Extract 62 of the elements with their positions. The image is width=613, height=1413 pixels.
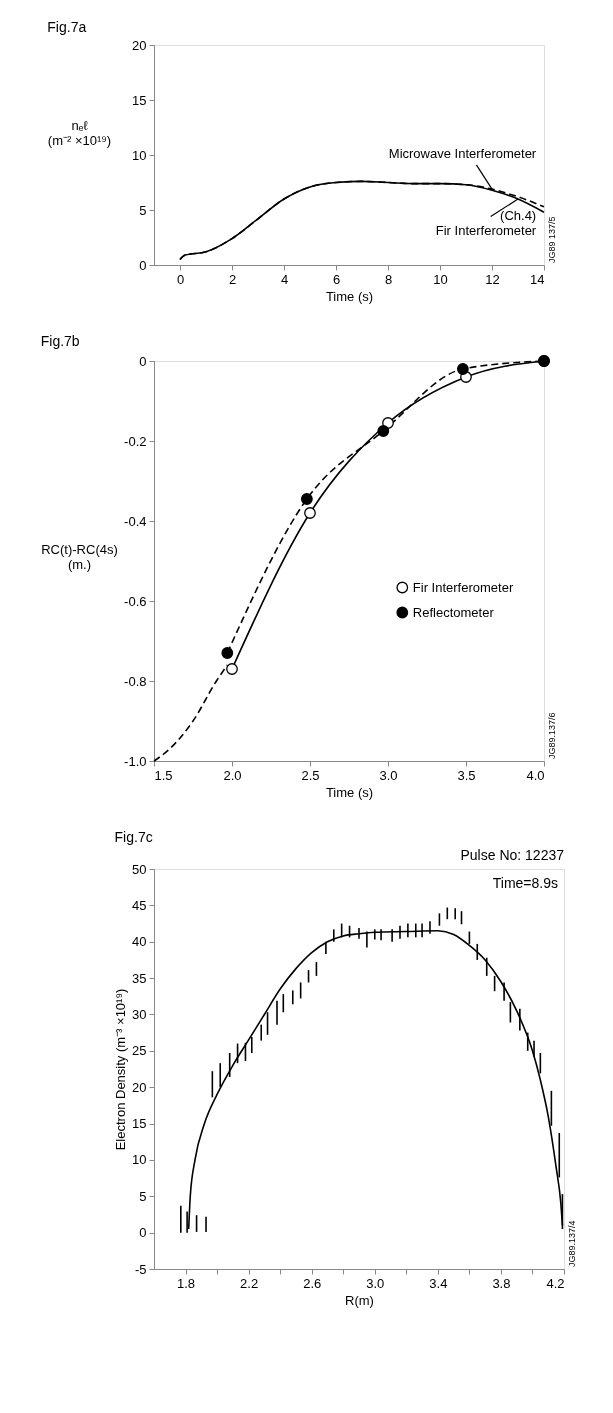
y-tick-label: 5 bbox=[139, 1188, 147, 1204]
y-tick-label: 40 bbox=[132, 934, 147, 950]
y-tick-label: -0.6 bbox=[124, 593, 147, 609]
annotation: Time=8.9s bbox=[492, 875, 558, 891]
y-axis-title: Electron Density (m⁻³ ×10¹⁹) bbox=[113, 988, 129, 1151]
x-axis-title: Time (s) bbox=[325, 288, 374, 304]
x-tick-label: 2 bbox=[228, 271, 237, 287]
y-tick-label: 0 bbox=[139, 353, 147, 369]
x-tick-label: 4.2 bbox=[546, 1275, 565, 1291]
y-tick-label: -5 bbox=[134, 1261, 147, 1277]
y-tick-label: 15 bbox=[132, 1116, 147, 1132]
y-tick-label: 10 bbox=[132, 1152, 147, 1168]
y-tick-label: 20 bbox=[132, 37, 147, 53]
chart-title: Fig.7a bbox=[47, 19, 87, 35]
y-tick-label: -1.0 bbox=[124, 753, 147, 769]
y-tick-label: 20 bbox=[132, 1079, 147, 1095]
x-tick-label: 12 bbox=[485, 271, 500, 287]
x-tick-label: 6 bbox=[332, 271, 341, 287]
x-axis-title: R(m) bbox=[345, 1292, 374, 1308]
y-axis-title: RC(t)-RC(4s) (m.) bbox=[41, 541, 118, 572]
y-tick-label: 25 bbox=[132, 1043, 147, 1059]
x-tick-label: 10 bbox=[433, 271, 448, 287]
chart-title: Fig.7b bbox=[40, 333, 80, 350]
x-tick-label: 3.0 bbox=[379, 767, 398, 783]
x-tick-label: 3.8 bbox=[492, 1275, 511, 1291]
series-label: Microwave Interferometer bbox=[388, 145, 537, 161]
x-tick-label: 2.6 bbox=[303, 1275, 322, 1291]
y-tick-label: -0.2 bbox=[124, 433, 147, 449]
x-tick-label: 1.8 bbox=[177, 1275, 196, 1291]
y-tick-label: 50 bbox=[132, 861, 147, 877]
x-tick-label: 3.0 bbox=[366, 1275, 385, 1291]
y-tick-label: 0 bbox=[139, 257, 147, 273]
legend-label: Reflectometer bbox=[412, 604, 495, 620]
chart-title: Fig.7c bbox=[114, 829, 153, 845]
x-tick-label: 2.5 bbox=[301, 767, 320, 783]
y-tick-label: 35 bbox=[132, 970, 147, 986]
x-axis-title: Time (s) bbox=[325, 784, 374, 800]
x-tick-label: 0 bbox=[176, 271, 185, 287]
y-tick-label: 30 bbox=[132, 1006, 147, 1022]
x-tick-label: 3.4 bbox=[429, 1275, 448, 1291]
y-tick-label: 10 bbox=[132, 147, 147, 163]
x-tick-label: 2.0 bbox=[223, 767, 242, 783]
y-tick-label: -0.8 bbox=[124, 673, 147, 689]
x-tick-label: 14 bbox=[530, 271, 545, 287]
y-tick-label: 45 bbox=[132, 897, 147, 913]
x-tick-label: 4 bbox=[280, 271, 289, 287]
y-tick-label: 15 bbox=[132, 92, 147, 108]
x-tick-label: 3.5 bbox=[457, 767, 476, 783]
series-label: (Ch.4) Fir Interferometer bbox=[435, 208, 537, 238]
text: JG89 137/5 bbox=[547, 216, 557, 263]
x-tick-label: 2.2 bbox=[240, 1275, 259, 1291]
text: Pulse No: 12237 bbox=[460, 847, 565, 863]
text: JG89.137/6 bbox=[547, 712, 557, 759]
x-tick-label: 4.0 bbox=[526, 767, 545, 783]
legend-label: Fir Interferometer bbox=[412, 579, 514, 595]
text: JG89.137/4 bbox=[567, 1220, 577, 1267]
y-tick-label: -0.4 bbox=[124, 513, 147, 529]
y-axis-title: nₑℓ (m⁻² ×10¹⁹) bbox=[47, 117, 112, 148]
y-tick-label: 5 bbox=[139, 202, 147, 218]
x-tick-label: 1.5 bbox=[154, 767, 173, 783]
y-tick-label: 0 bbox=[139, 1225, 147, 1241]
x-tick-label: 8 bbox=[384, 271, 393, 287]
